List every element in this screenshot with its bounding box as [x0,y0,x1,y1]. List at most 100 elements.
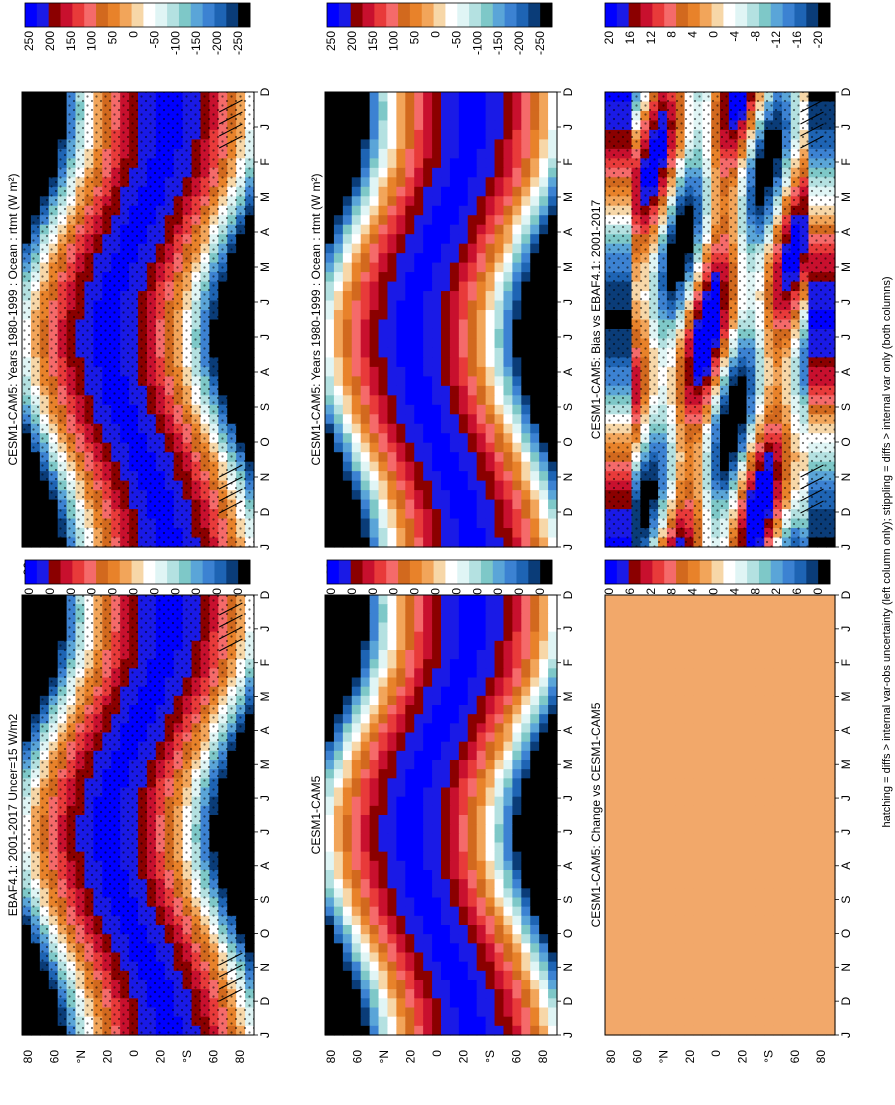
heat-cell [342,769,353,779]
colorbar-tick-label: 0 [429,31,443,38]
colorbar-swatch [202,560,215,584]
heat-cell [503,310,513,321]
heat-cell [521,186,531,197]
heat-cell [351,906,362,917]
heat-cell [521,888,531,899]
heat-cell [530,824,540,834]
heat-cell [449,659,460,669]
heat-cell [485,833,496,844]
heat-cell [423,395,433,406]
heat-cell [512,224,522,235]
heat-cell [449,395,460,406]
colorbar-tick-label: -200 [210,31,224,55]
heat-cell [539,528,549,539]
heat-cell [342,101,353,112]
heat-cell [333,750,344,761]
heat-cell [414,442,424,453]
heat-cell [458,879,469,889]
heat-cell [360,659,371,669]
heat-cell [387,148,397,159]
month-tick-label: J [258,626,272,632]
heat-cell [467,366,478,377]
heat-cell [423,760,433,770]
heat-cell [449,833,460,844]
heat-cell [351,925,362,935]
heat-cell [423,897,433,908]
heat-cell [414,650,424,660]
heat-cell [414,833,424,844]
heat-cell [360,714,371,724]
heat-cell [503,686,513,697]
heat-cell [449,695,460,706]
heat-cell [369,366,380,377]
heat-cell [351,870,362,880]
heat-cell [405,934,415,944]
heat-cell [494,243,505,254]
heat-cell [333,139,344,150]
heat-cell [405,870,415,880]
heat-cell [458,842,469,853]
heat-cell [396,92,406,103]
heat-cell [423,101,433,112]
heat-cell [548,215,558,226]
heat-cell [414,186,424,197]
heat-cell [387,158,397,169]
heat-cell [476,433,487,444]
heat-cell [414,243,424,254]
heat-cell [449,186,460,197]
hatch-line [218,952,243,966]
heat-cell [432,158,442,169]
heat-cell [449,205,460,216]
heat-cell [441,915,451,926]
heat-cell [432,769,442,779]
heat-cell [530,120,540,131]
heat-cell [449,158,460,169]
heat-cell [449,604,460,614]
heat-cell [342,471,353,482]
month-tick-label: D [258,87,272,96]
heat-cell [378,668,389,679]
heat-cell [485,741,496,752]
heat-cell [458,243,469,254]
heat-cell [369,272,380,283]
heat-cell [494,461,505,472]
heat-cell [396,461,406,472]
heat-cell [467,300,478,311]
hatch-line [218,976,243,990]
heat-cell [458,395,469,406]
month-tick-label: J [258,334,272,340]
heat-cell [449,253,460,264]
heat-cell [476,640,487,651]
heat-cell [476,328,487,340]
heat-cell [432,414,442,425]
heat-cell [548,490,558,501]
heat-cell [458,686,469,697]
colorbar-swatch [48,3,61,27]
heat-cell [423,714,433,724]
heat-cell [548,328,558,340]
month-tick-label: M [561,192,575,202]
heat-cell [467,281,478,292]
heat-cell [351,357,362,368]
heat-cell [325,300,335,311]
heat-cell [548,471,558,482]
heat-cell [512,357,522,368]
heat-cell [351,528,362,539]
heat-cell [441,518,451,529]
heat-cell [432,177,442,188]
heat-cell [405,300,415,311]
heat-cell [548,787,558,798]
heat-cell [396,139,406,150]
heat-cell [441,253,451,264]
heat-cell [494,686,505,697]
heat-cell [441,613,451,624]
heat-cell [387,842,397,853]
heat-cell [458,215,469,226]
heat-cell [494,92,505,103]
heat-cell [476,347,487,359]
heat-cell [325,714,335,724]
heat-cell [449,613,460,624]
lat-tick-label: 80 [21,1050,35,1064]
heat-cell [387,778,397,789]
heat-cell [485,395,496,406]
